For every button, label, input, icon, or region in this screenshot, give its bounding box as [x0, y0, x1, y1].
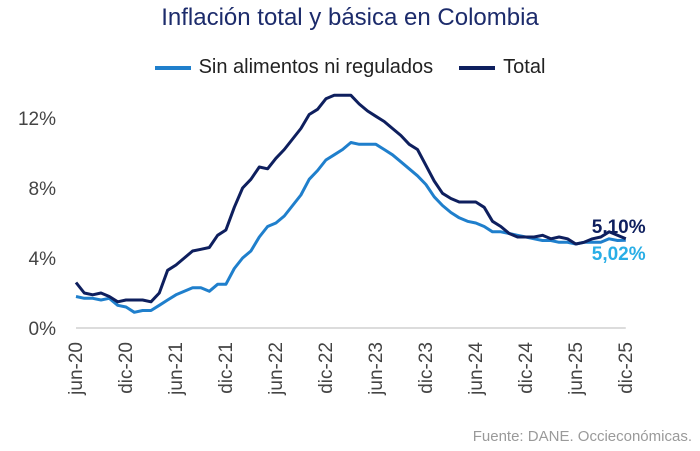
x-tick-label: jun-25 — [566, 342, 587, 396]
x-tick-label: jun-21 — [166, 342, 187, 396]
x-tick-label: jun-20 — [66, 342, 87, 396]
series-line-core — [75, 141, 626, 314]
end-label-total: 5,10% — [592, 217, 646, 238]
y-tick-label: 0% — [29, 319, 57, 340]
x-tick-label: dic-25 — [616, 342, 637, 394]
legend: Sin alimentos ni regulados Total — [0, 56, 700, 79]
x-tick-label: jun-24 — [466, 342, 487, 396]
x-tick-label: dic-23 — [416, 342, 437, 394]
x-tick-label: jun-23 — [366, 342, 387, 396]
chart-title: Inflación total y básica en Colombia — [161, 4, 539, 31]
legend-label-core: Sin alimentos ni regulados — [198, 56, 434, 78]
source-note: Fuente: DANE. Occieconómicas. — [472, 428, 692, 445]
x-tick-label: jun-22 — [266, 342, 287, 396]
x-tick-label: dic-21 — [216, 342, 237, 394]
x-tick-label: dic-24 — [516, 342, 537, 394]
series-line-total — [74, 93, 627, 304]
y-tick-label: 8% — [29, 179, 57, 200]
legend-swatch-core — [154, 65, 191, 70]
y-tick-label: 12% — [18, 109, 56, 130]
legend-item-core: Sin alimentos ni regulados — [154, 56, 434, 79]
x-tick-label: dic-20 — [116, 342, 137, 394]
x-tick-label: dic-22 — [316, 342, 337, 394]
legend-swatch-total — [459, 65, 496, 70]
legend-item-total: Total — [459, 56, 545, 79]
y-tick-label: 4% — [29, 249, 57, 270]
end-label-core: 5,02% — [592, 244, 646, 265]
legend-label-total: Total — [503, 56, 546, 78]
